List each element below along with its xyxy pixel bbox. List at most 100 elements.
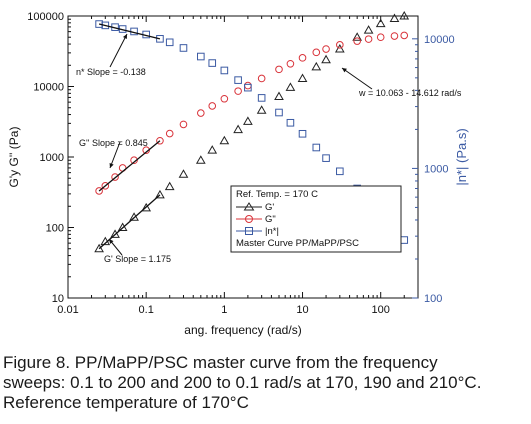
- point-g-double-prime: [156, 136, 164, 145]
- point-g-double-prime: [101, 182, 110, 190]
- point-g-double-prime: [390, 32, 399, 40]
- legend-label-eta: |n*|: [265, 226, 279, 237]
- point-g-double-prime: [257, 74, 266, 83]
- caption-line-1: Figure 8. PP/MaPP/PSC master curve from …: [3, 353, 438, 372]
- point-eta: [197, 52, 205, 61]
- arrow-g-double-prime-slope: [109, 141, 121, 169]
- point-g-double-prime: [376, 33, 385, 42]
- point-g-prime: [375, 18, 386, 28]
- slope-annotation-eta: n* Slope = -0.138: [76, 67, 146, 77]
- point-g-double-prime: [130, 156, 138, 165]
- master-curve-chart: 0.01 0.1 1 10 100 10 100 1000 10000 100000 100 1000…: [7, 10, 469, 337]
- point-g-double-prime: [220, 94, 229, 103]
- point-eta: [312, 143, 321, 152]
- point-g-prime: [94, 243, 104, 253]
- point-g-prime: [207, 145, 218, 154]
- point-eta: [286, 118, 295, 127]
- slope-annotation-g-double-prime: G'' Slope = 0.845: [79, 138, 148, 148]
- point-g-double-prime: [111, 173, 119, 181]
- arrow-crossover-head: [342, 68, 347, 73]
- x-tick-label: 1: [221, 304, 227, 316]
- caption-line-2: sweeps: 0.1 to 200 and 200 to 0.1 rad/s …: [3, 373, 482, 392]
- x-tick-label: 10: [296, 304, 308, 316]
- point-g-prime: [352, 32, 363, 41]
- point-g-double-prime: [244, 81, 252, 90]
- legend-marker-eta: [245, 227, 253, 235]
- y-tick-label: 100000: [27, 11, 64, 23]
- fit-line-eta: [98, 23, 161, 40]
- point-g-prime: [178, 169, 189, 178]
- point-g-prime: [195, 155, 206, 164]
- point-g-prime: [399, 10, 410, 20]
- point-g-double-prime: [336, 41, 344, 49]
- point-g-double-prime: [298, 54, 307, 62]
- y2-tick-label: 1000: [424, 163, 448, 175]
- point-g-double-prime: [400, 31, 409, 40]
- point-g-double-prime: [364, 35, 373, 43]
- y-tick-label: 1000: [40, 152, 64, 164]
- legend-marker-g-prime: [243, 202, 255, 211]
- arrow-crossover: [341, 67, 373, 90]
- point-g-prime: [219, 135, 230, 145]
- point-g-prime: [129, 212, 139, 221]
- point-g-prime: [110, 229, 120, 238]
- arrow-eta-slope: [109, 33, 128, 68]
- legend-header: Ref. Temp. = 170 C: [236, 189, 318, 200]
- x-axis-title: ang. frequency (rad/s): [184, 323, 301, 337]
- point-eta: [257, 94, 266, 102]
- point-eta: [244, 83, 252, 92]
- figure-caption: Figure 8. PP/MaPP/PSC master curve from …: [3, 353, 529, 413]
- point-g-double-prime: [234, 87, 242, 95]
- point-g-prime: [363, 25, 374, 34]
- point-g-double-prime: [275, 65, 283, 74]
- point-eta: [298, 129, 307, 138]
- x-tick-label: 100: [372, 304, 390, 316]
- y2-tick-label: 100: [424, 293, 442, 305]
- legend-marker-g-double-prime: [245, 215, 253, 223]
- point-g-prime: [243, 116, 253, 125]
- point-eta: [275, 108, 283, 117]
- y-tick-label: 100: [46, 223, 64, 235]
- y2-axis-title: |n*| (Pa.s): [454, 128, 469, 185]
- arrow-g-double-prime-slope-head: [109, 163, 114, 168]
- point-g-prime: [164, 181, 175, 191]
- legend-footer: Master Curve PP/MaPP/PSC: [236, 238, 359, 249]
- point-eta: [179, 44, 188, 52]
- point-g-double-prime: [312, 48, 321, 57]
- caption-line-3: Reference temperature of 170°C: [3, 393, 249, 412]
- point-g-prime: [321, 54, 331, 64]
- point-g-prime: [297, 73, 308, 82]
- point-eta: [165, 38, 174, 47]
- y-tick-label: 10000: [33, 82, 64, 94]
- point-g-double-prime: [165, 129, 174, 138]
- y-axis-title: G'y G'' (Pa): [7, 127, 21, 188]
- point-eta: [220, 66, 229, 75]
- slope-annotation-g-prime: G' Slope = 1.175: [104, 254, 171, 264]
- fit-line-g-prime: [98, 194, 161, 250]
- crossover-annotation: w = 10.063 - 14.612 rad/s: [358, 88, 462, 98]
- arrow-eta-slope-head: [123, 34, 127, 39]
- point-g-prime: [233, 124, 243, 134]
- point-g-prime: [389, 13, 400, 23]
- point-g-prime: [155, 189, 165, 199]
- x-tick-label: 0.1: [139, 304, 154, 316]
- point-g-double-prime: [353, 37, 361, 45]
- y2-tick-label: 10000: [424, 34, 455, 46]
- point-eta: [208, 59, 217, 67]
- point-g-double-prime: [322, 45, 330, 53]
- point-g-double-prime: [286, 59, 295, 68]
- arrow-g-prime-slope-head: [109, 239, 114, 244]
- point-g-prime: [274, 91, 284, 101]
- point-g-double-prime: [208, 102, 217, 110]
- chart-marks: 0.01 0.1 1 10 100 10 100 1000 10000 100000 100 1000…: [7, 10, 469, 337]
- point-eta: [322, 154, 330, 162]
- point-g-prime: [256, 105, 267, 114]
- point-g-double-prime: [179, 120, 188, 129]
- legend: Ref. Temp. = 170 C G' G" |n*| Master Cur…: [230, 185, 402, 253]
- point-eta: [336, 167, 344, 176]
- legend-label-g-prime: G': [265, 202, 274, 213]
- x-tick-label: 0.01: [57, 304, 78, 316]
- point-g-double-prime: [95, 187, 103, 195]
- point-eta: [400, 236, 409, 244]
- point-g-prime: [334, 44, 345, 53]
